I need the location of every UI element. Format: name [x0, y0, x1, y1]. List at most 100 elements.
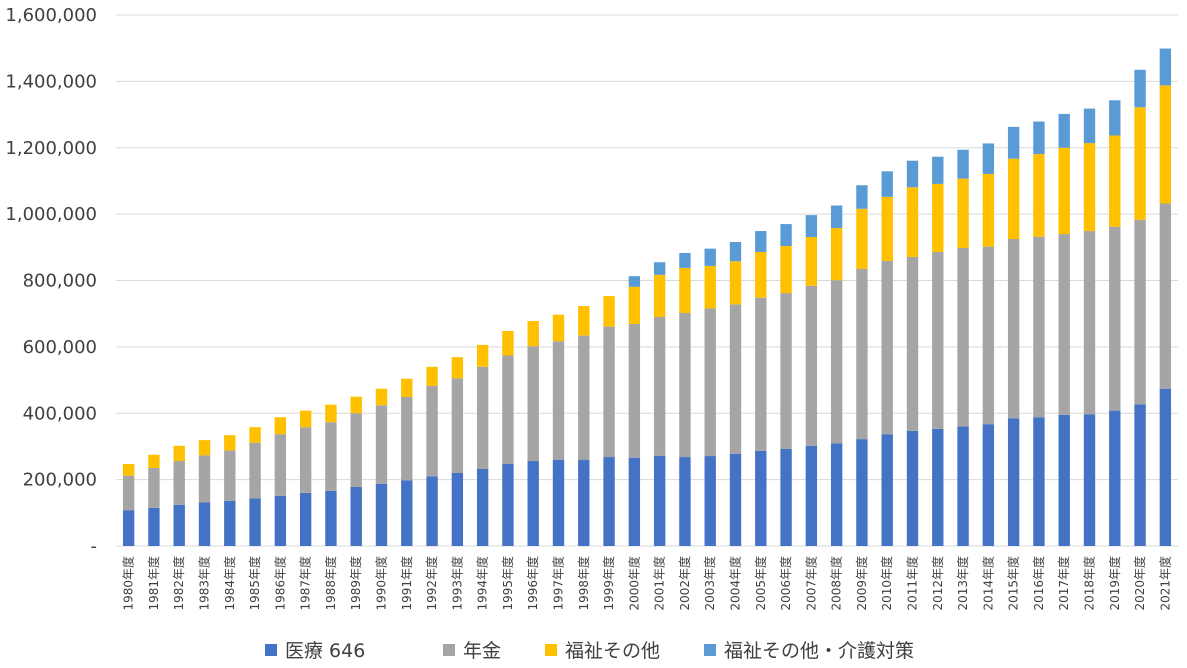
bar-segment-1 — [906, 430, 919, 546]
y-tick-label: 200,000 — [23, 470, 97, 491]
y-tick-label: - — [91, 536, 98, 557]
bars — [122, 48, 1172, 546]
bar-segment-4 — [1159, 48, 1172, 86]
bar-segment-3 — [1058, 147, 1070, 235]
bar-segment-4 — [653, 262, 666, 275]
x-tick-label: 2019年度 — [1107, 556, 1122, 611]
bar-segment-1 — [1058, 414, 1070, 546]
bar-segment-1 — [325, 490, 337, 546]
bar-segment-4 — [1134, 69, 1146, 108]
bar-segment-3 — [1033, 154, 1045, 237]
bar-segment-1 — [502, 463, 514, 546]
bar-segment-2 — [476, 366, 489, 470]
bar-segment-3 — [502, 330, 514, 356]
bar-segment-1 — [932, 428, 944, 546]
bar-segment-2 — [299, 427, 312, 493]
x-tick-label: 2021年度 — [1157, 556, 1172, 611]
bar-segment-1 — [299, 492, 312, 546]
bar-segment-4 — [679, 252, 691, 268]
bar-segment-3 — [148, 454, 160, 469]
x-tick-label: 1993年度 — [449, 556, 464, 611]
bar-segment-1 — [856, 439, 868, 546]
bar-segment-4 — [830, 205, 843, 229]
x-tick-label: 1980年度 — [121, 556, 136, 611]
x-tick-label: 2015年度 — [1006, 556, 1021, 611]
x-tick-label: 2012年度 — [930, 556, 945, 611]
bar-segment-3 — [578, 306, 590, 336]
bar-segment-4 — [1083, 108, 1096, 144]
bar-segment-1 — [401, 480, 413, 546]
bar-segment-3 — [755, 251, 767, 298]
x-tick-label: 1997年度 — [551, 556, 566, 611]
x-tick-label: 1998年度 — [576, 556, 591, 611]
bar-segment-2 — [198, 455, 211, 503]
bar-segment-3 — [957, 178, 969, 248]
bar-segment-2 — [122, 475, 135, 511]
bar-segment-3 — [1007, 158, 1020, 240]
bar-segment-2 — [375, 405, 388, 484]
x-tick-label: 2004年度 — [728, 556, 743, 611]
legend-item-1: 医療 646 — [265, 640, 365, 662]
gridlines — [116, 14, 1178, 547]
bar-segment-3 — [653, 274, 666, 318]
legend-item-4: 福祉その他・介護対策 — [704, 640, 914, 662]
x-tick-label: 2011年度 — [905, 556, 920, 611]
x-tick-label: 1984年度 — [222, 556, 237, 611]
bar-segment-3 — [1134, 107, 1146, 220]
bar-segment-2 — [401, 396, 413, 481]
bar-segment-1 — [603, 457, 615, 546]
bar-segment-3 — [1159, 85, 1172, 204]
bar-segment-2 — [249, 442, 261, 499]
bar-segment-2 — [1058, 234, 1070, 415]
bar-segment-2 — [451, 378, 464, 473]
legend-swatch — [545, 644, 557, 656]
bar-segment-2 — [830, 280, 843, 444]
bar-segment-3 — [451, 357, 464, 379]
x-tick-label: 1991年度 — [399, 556, 414, 611]
bar-segment-4 — [906, 160, 919, 188]
bar-segment-4 — [1033, 121, 1045, 155]
x-tick-label: 2020年度 — [1132, 556, 1147, 611]
x-tick-label: 2003年度 — [702, 556, 717, 611]
x-tick-label: 2000年度 — [626, 556, 641, 611]
bar-segment-2 — [780, 293, 792, 449]
y-tick-label: 800,000 — [23, 271, 97, 292]
bar-segment-3 — [729, 261, 742, 305]
y-tick-label: 1,000,000 — [5, 204, 97, 225]
bar-segment-1 — [1159, 388, 1172, 546]
bar-segment-2 — [653, 317, 666, 456]
bar-segment-1 — [653, 455, 666, 546]
bar-segment-4 — [755, 231, 767, 252]
bar-segment-4 — [729, 242, 742, 262]
x-tick-label: 1992年度 — [424, 556, 439, 611]
legend-item-2: 年金 — [443, 640, 501, 662]
y-tick-label: 600,000 — [23, 337, 97, 358]
bar-segment-1 — [224, 500, 236, 546]
bar-segment-2 — [932, 251, 944, 429]
bar-segment-1 — [249, 498, 261, 546]
bar-segment-3 — [325, 404, 337, 423]
bar-segment-2 — [957, 247, 969, 427]
bar-segment-3 — [881, 196, 893, 261]
bar-segment-3 — [249, 427, 261, 443]
bar-segment-1 — [881, 434, 893, 546]
bar-segment-3 — [224, 435, 236, 451]
bar-segment-2 — [426, 386, 438, 477]
bar-segment-1 — [173, 504, 185, 546]
bar-segment-4 — [932, 156, 944, 184]
bar-segment-2 — [274, 434, 287, 496]
bar-segment-1 — [552, 459, 565, 546]
bar-segment-3 — [603, 296, 615, 327]
bar-segment-1 — [426, 476, 438, 546]
x-tick-label: 1987年度 — [298, 556, 313, 611]
bar-segment-3 — [173, 445, 185, 462]
x-tick-label: 1988年度 — [323, 556, 338, 611]
x-tick-label: 2005年度 — [753, 556, 768, 611]
bar-segment-3 — [628, 286, 641, 324]
bar-segment-3 — [527, 320, 539, 347]
x-tick-label: 1990年度 — [374, 556, 389, 611]
bar-segment-2 — [906, 256, 919, 431]
bar-segment-3 — [401, 378, 413, 397]
legend-label: 医療 646 — [285, 640, 365, 662]
